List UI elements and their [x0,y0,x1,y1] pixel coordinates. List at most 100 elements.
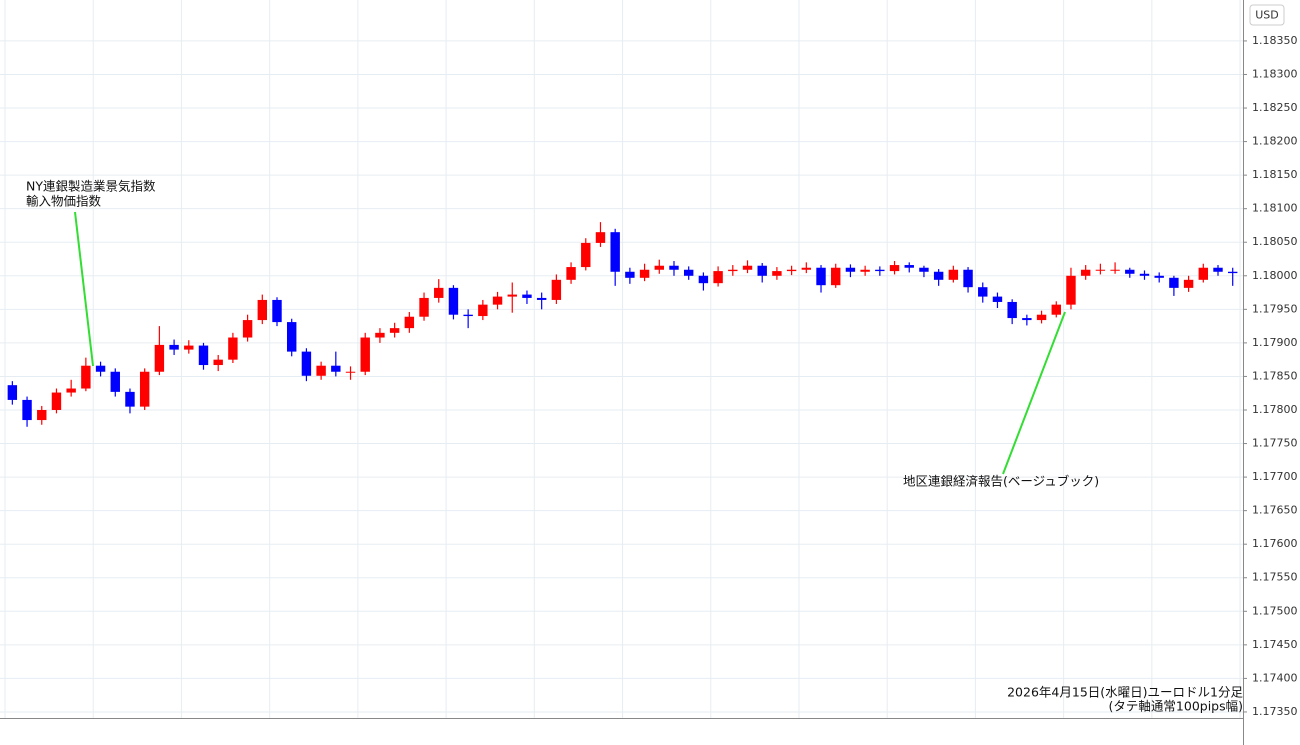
x-tick-label: 02:30 [960,724,992,737]
candle-body [301,351,312,376]
candle-body [95,365,106,372]
candle-body [978,287,988,297]
candle-body [7,385,18,400]
x-tick-label: 23:30 [430,724,462,737]
x-tick-label: 16 [527,724,541,737]
candle-body [728,269,738,272]
annotation-line [74,211,94,367]
candle-body [963,269,973,288]
candle-body [933,271,944,280]
candle-body [110,371,120,392]
candle-body [860,269,870,272]
candle-body [919,267,929,272]
x-tick-label: 00:30 [607,724,639,737]
candle-body [272,299,282,323]
candle-body [434,287,444,298]
candle-body [1066,275,1076,305]
candle-body [51,392,62,410]
candle-body [492,296,503,305]
candle-body [463,314,473,317]
candle-body [536,297,547,300]
candle-body [566,267,576,280]
x-tick-label: 01:30 [783,724,815,737]
candle-body [404,316,415,329]
candle-body [316,365,326,376]
x-tick-label: 02:00 [871,724,903,737]
candle-body [81,365,91,389]
candle-body [345,371,356,373]
annotation: NY連銀製造業景気指数 [26,179,156,194]
y-tick-label: 1.17700 [1252,470,1298,483]
y-tick-label: 1.18200 [1252,135,1298,148]
candle-body [154,344,165,372]
candle-body [448,287,459,315]
y-tick-label: 1.17750 [1252,437,1298,450]
y-tick-label: 1.18000 [1252,269,1298,282]
candles [7,222,1238,427]
currency: USD [1255,9,1279,22]
candle-body [1110,269,1120,271]
candle-body [419,297,429,317]
candle-body [1154,275,1164,278]
candle-body [213,359,223,366]
candle-body [287,322,297,352]
x-tick-label: 23:00 [342,724,374,737]
candle-body [257,299,268,321]
x-tick-label: 21:00 [0,724,21,737]
annotation: 地区連銀経済報告(ベージュブック) [903,474,1099,489]
candle-body [904,265,914,268]
candle-body [639,269,650,278]
candle-body [228,337,238,360]
candle-body [831,267,841,286]
candle-body [184,345,194,350]
candle-body [654,265,664,270]
y-tick-label: 1.18150 [1252,168,1298,181]
x-tick-label: 22:00 [166,724,198,737]
caption: (タテ軸通常100pips幅) [1109,699,1243,714]
y-tick-label: 1.18250 [1252,101,1298,114]
candle-body [66,388,76,393]
candle-body [683,269,694,276]
candle-body [1007,301,1017,319]
x-tick-label: 04:00 [1224,724,1256,737]
candle-body [845,267,856,272]
y-tick-label: 1.18100 [1252,202,1298,215]
y-tick-label: 1.17400 [1252,671,1298,684]
y-tick-label: 1.17600 [1252,537,1298,550]
candle-body [1228,271,1238,274]
candle-body [1095,269,1106,271]
candle-body [1125,269,1135,274]
candle-body [816,267,826,286]
candle-body [889,265,900,272]
y-tick-label: 1.18300 [1252,67,1298,80]
x-tick-label: 22:30 [254,724,286,737]
candle-body [742,265,753,270]
candle-body [551,279,562,300]
candle-body [948,269,959,280]
candle-body [786,269,797,272]
y-tick-label: 1.17350 [1252,705,1298,718]
y-tick-label: 1.17650 [1252,504,1298,517]
candle-body [610,232,620,272]
y-tick-label: 1.17900 [1252,336,1298,349]
candle-body [169,344,179,350]
x-axis: 21:00 21:30 22:00 22:30 23:00 23:30 16 00:30 01:… [0,724,1256,737]
y-tick-label: 1.18350 [1252,34,1298,47]
candle-body [713,271,723,284]
candle-body [375,332,385,338]
candle-body [801,267,812,270]
candle-body [1183,279,1194,288]
candle-body [331,365,341,372]
candle-body [125,391,135,407]
candle-body [478,304,488,317]
candle-body [389,328,400,333]
annotation: 輸入物価指数 [26,194,102,209]
candle-body [198,345,209,366]
candle-body [22,399,32,421]
y-tick-label: 1.17850 [1252,369,1298,382]
candle-body [1080,269,1091,276]
x-tick-label: 03:30 [1136,724,1168,737]
caption: 2026年4月15日(水曜日)ユーロドル1分足 [1007,685,1243,700]
y-tick-label: 1.17500 [1252,604,1298,617]
